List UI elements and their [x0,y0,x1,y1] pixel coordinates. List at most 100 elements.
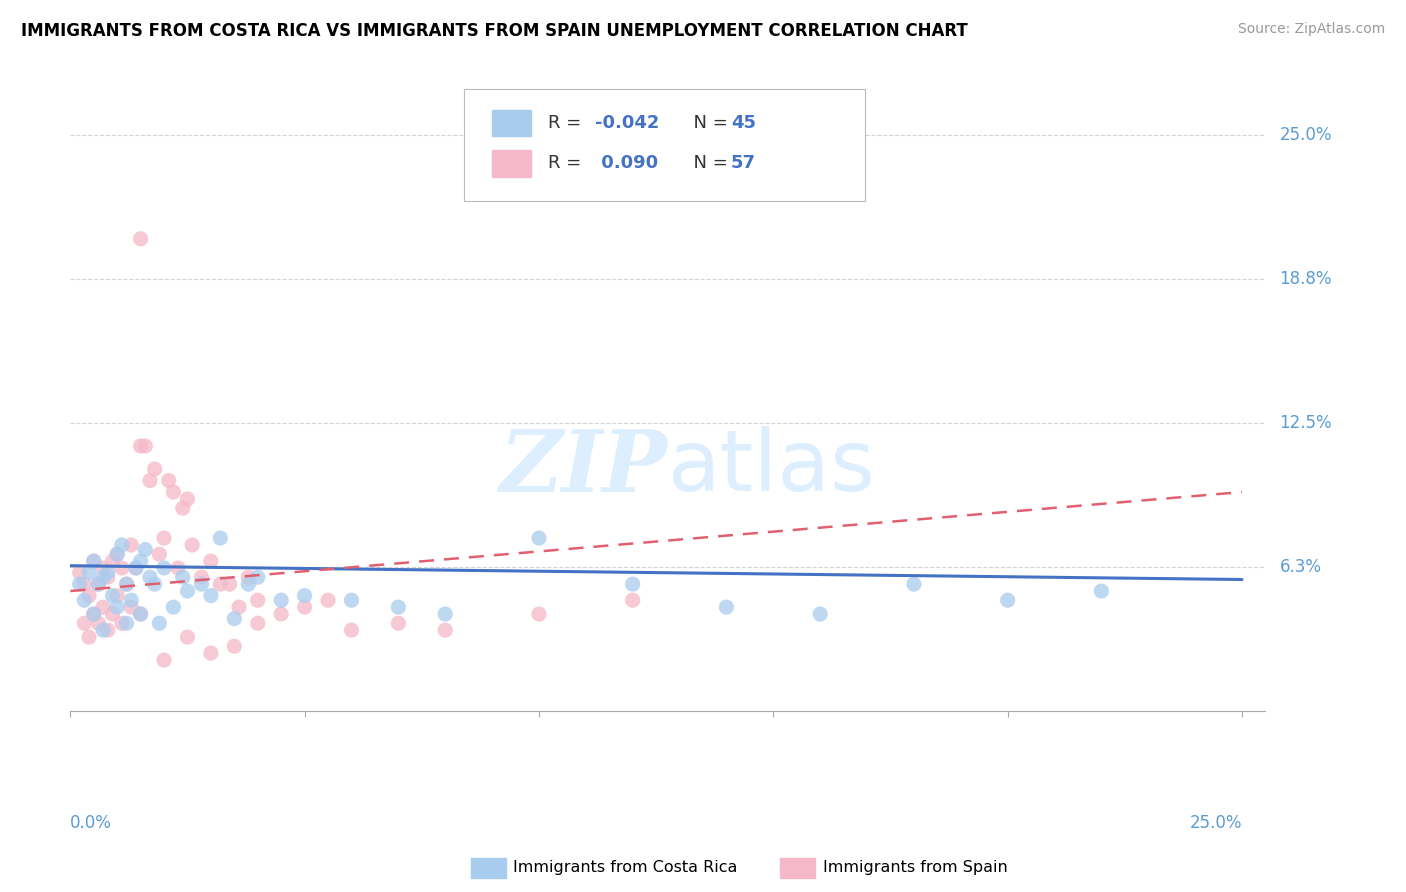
Text: R =: R = [548,114,588,132]
Point [129,232,152,246]
Point [139,474,162,488]
Point [73,593,96,607]
Text: IMMIGRANTS FROM COSTA RICA VS IMMIGRANTS FROM SPAIN UNEMPLOYMENT CORRELATION CHA: IMMIGRANTS FROM COSTA RICA VS IMMIGRANTS… [21,22,967,40]
Point [200,554,222,568]
Point [83,554,105,568]
Point [77,566,100,580]
Point [143,462,166,476]
Point [115,616,138,631]
Point [387,600,409,615]
Point [125,561,148,575]
Text: 57: 57 [731,154,756,172]
Point [120,600,142,615]
Point [115,577,138,591]
Point [162,485,184,500]
Point [434,623,457,637]
Point [621,577,644,591]
Point [294,600,316,615]
Point [224,640,246,654]
Point [228,600,250,615]
Point [200,589,222,603]
Text: N =: N = [682,114,734,132]
Point [246,570,269,584]
Point [162,600,184,615]
Point [73,577,96,591]
Point [153,653,176,667]
Point [270,593,292,607]
Text: atlas: atlas [668,425,876,509]
Point [120,593,142,607]
Point [111,616,134,631]
Point [134,439,156,453]
Point [97,570,120,584]
Point [224,612,246,626]
Point [997,593,1019,607]
Text: -0.042: -0.042 [595,114,659,132]
Point [172,501,194,516]
Text: 18.8%: 18.8% [1279,270,1331,288]
Point [105,600,128,615]
Text: N =: N = [682,154,734,172]
Text: 6.3%: 6.3% [1279,558,1322,576]
Point [903,577,925,591]
Point [316,593,339,607]
Point [69,577,91,591]
Point [105,547,128,561]
Point [91,600,114,615]
Point [129,439,152,453]
Point [91,570,114,584]
Point [181,538,204,552]
Point [527,607,550,621]
Point [190,577,212,591]
Point [77,589,100,603]
Point [270,607,292,621]
Point [91,623,114,637]
Point [91,561,114,575]
Text: ZIP: ZIP [501,425,668,509]
Point [111,538,134,552]
Point [87,577,110,591]
Point [176,491,198,506]
Point [176,630,198,644]
Text: 25.0%: 25.0% [1189,814,1241,832]
Point [246,593,269,607]
Point [129,607,152,621]
Point [111,561,134,575]
Point [101,607,124,621]
Point [83,607,105,621]
Point [73,616,96,631]
Point [340,623,363,637]
Point [87,577,110,591]
Point [77,630,100,644]
Point [129,554,152,568]
Point [190,570,212,584]
Point [209,531,232,545]
Point [621,593,644,607]
Point [153,561,176,575]
Point [157,474,180,488]
Point [294,589,316,603]
Point [238,577,260,591]
Point [172,570,194,584]
Text: Source: ZipAtlas.com: Source: ZipAtlas.com [1237,22,1385,37]
Point [387,616,409,631]
Point [83,554,105,568]
Point [209,577,232,591]
Point [527,531,550,545]
Point [97,623,120,637]
Text: 0.090: 0.090 [595,154,658,172]
Point [105,589,128,603]
Point [808,607,831,621]
Point [105,547,128,561]
Point [246,616,269,631]
Point [238,570,260,584]
Point [1090,584,1112,599]
Point [115,577,138,591]
Text: R =: R = [548,154,588,172]
Point [97,566,120,580]
Text: 12.5%: 12.5% [1279,414,1331,432]
Point [434,607,457,621]
Point [148,616,170,631]
Point [69,566,91,580]
Point [139,570,162,584]
